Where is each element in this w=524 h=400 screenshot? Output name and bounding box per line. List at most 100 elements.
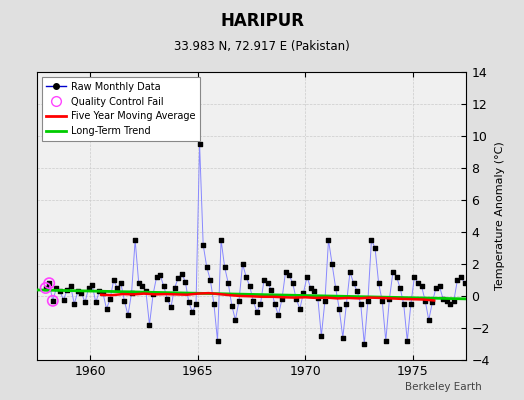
Point [113, 285, 122, 291]
Point [45, 280, 53, 286]
Point [281, 269, 290, 275]
Point [41, 285, 50, 291]
Point [371, 245, 379, 251]
Text: 33.983 N, 72.917 E (Pakistan): 33.983 N, 72.917 E (Pakistan) [174, 40, 350, 53]
Point [410, 274, 419, 280]
Point [199, 242, 208, 248]
Point [428, 299, 436, 306]
Point [446, 301, 454, 307]
Point [188, 309, 196, 315]
Point [381, 338, 390, 344]
Point [131, 237, 139, 243]
Point [74, 288, 82, 294]
Point [421, 298, 429, 304]
Point [163, 296, 171, 302]
Point [195, 141, 204, 147]
Point [217, 237, 225, 243]
Point [127, 290, 136, 296]
Point [192, 301, 200, 307]
Point [88, 282, 96, 288]
Point [117, 280, 125, 286]
Point [141, 288, 150, 294]
Point [167, 304, 175, 310]
Point [407, 301, 415, 307]
Point [242, 274, 250, 280]
Point [274, 312, 282, 318]
Point [156, 272, 165, 278]
Point [246, 283, 254, 290]
Point [49, 298, 57, 304]
Point [418, 283, 426, 290]
Point [84, 285, 93, 291]
Point [224, 280, 233, 286]
Point [289, 280, 297, 286]
Point [203, 264, 211, 270]
Point [160, 283, 168, 290]
Point [124, 312, 132, 318]
Point [414, 280, 422, 286]
Point [56, 288, 64, 294]
Point [285, 272, 293, 278]
Text: HARIPUR: HARIPUR [220, 12, 304, 30]
Point [396, 285, 405, 291]
Point [267, 286, 276, 293]
Point [231, 317, 239, 323]
Point [210, 301, 218, 307]
Point [213, 338, 222, 344]
Point [260, 277, 268, 283]
Point [332, 285, 340, 291]
Point [457, 274, 465, 280]
Point [296, 306, 304, 312]
Point [342, 301, 351, 307]
Point [227, 302, 236, 309]
Point [353, 288, 362, 294]
Point [59, 297, 68, 303]
Text: Berkeley Earth: Berkeley Earth [406, 382, 482, 392]
Point [399, 301, 408, 307]
Point [450, 298, 458, 304]
Point [299, 290, 308, 296]
Point [346, 269, 354, 275]
Point [461, 280, 469, 286]
Point [367, 237, 376, 243]
Y-axis label: Temperature Anomaly (°C): Temperature Anomaly (°C) [495, 142, 505, 290]
Point [102, 306, 111, 312]
Point [95, 288, 104, 294]
Point [184, 299, 193, 306]
Point [392, 274, 401, 280]
Point [432, 285, 440, 291]
Point [81, 299, 89, 306]
Point [174, 275, 182, 282]
Point [67, 283, 75, 290]
Point [310, 288, 319, 294]
Point [356, 301, 365, 307]
Point [439, 296, 447, 302]
Legend: Raw Monthly Data, Quality Control Fail, Five Year Moving Average, Long-Term Tren: Raw Monthly Data, Quality Control Fail, … [41, 77, 200, 141]
Point [138, 283, 147, 290]
Point [364, 298, 372, 304]
Point [378, 298, 386, 304]
Point [264, 280, 272, 286]
Point [307, 285, 315, 291]
Point [317, 333, 325, 339]
Point [135, 280, 143, 286]
Point [435, 283, 444, 290]
Point [178, 270, 186, 277]
Point [424, 317, 433, 323]
Point [249, 298, 257, 304]
Point [375, 280, 383, 286]
Point [77, 290, 85, 296]
Point [303, 274, 311, 280]
Point [45, 280, 53, 286]
Point [92, 299, 100, 306]
Point [106, 296, 114, 302]
Point [321, 298, 329, 304]
Point [278, 296, 286, 302]
Point [389, 269, 397, 275]
Point [145, 322, 154, 328]
Point [49, 298, 57, 304]
Point [292, 296, 300, 302]
Point [350, 280, 358, 286]
Point [170, 285, 179, 291]
Point [110, 277, 118, 283]
